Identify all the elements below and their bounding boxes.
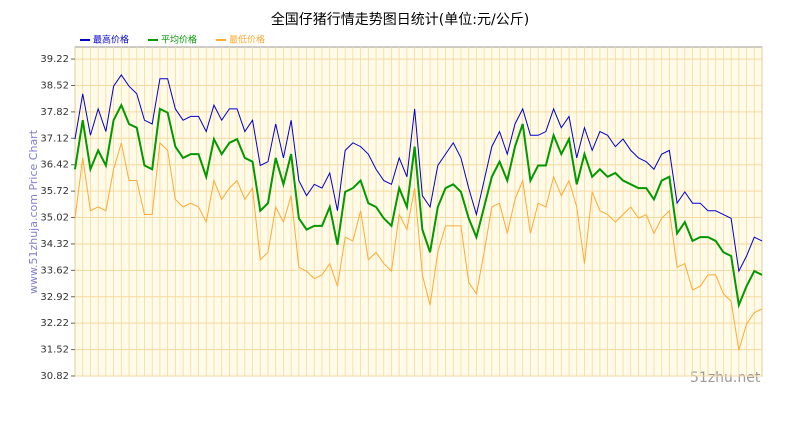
chart-title: 全国仔猪行情走势图日统计(单位:元/公斤): [271, 11, 529, 28]
y-tick-label: 37.82: [40, 107, 69, 118]
legend-label: 最低价格: [229, 34, 265, 46]
legend-label: 最高价格: [93, 34, 129, 46]
y-tick-label: 35.72: [40, 186, 69, 197]
legend-label: 平均价格: [161, 34, 197, 46]
y-tick-label: 34.32: [40, 239, 69, 250]
y-tick-label: 32.92: [40, 292, 69, 303]
y-tick-label: 38.52: [40, 80, 69, 91]
series-line: [74, 74, 763, 273]
y-tick-label: 37.12: [40, 133, 69, 144]
y-tick-label: 36.42: [40, 160, 69, 171]
y-tick-label: 31.52: [40, 345, 69, 356]
series-line: [74, 102, 763, 309]
y-tick-label: 35.02: [40, 213, 69, 224]
y-tick-label: 33.62: [40, 265, 69, 276]
plot-area: [74, 46, 763, 377]
y-tick-label: 30.82: [40, 371, 69, 382]
y-tick-label: 32.22: [40, 318, 69, 329]
series-line: [74, 141, 763, 351]
y-tick-label: 39.22: [40, 54, 69, 65]
y-axis-label: www.51zhuja.com Price Chart: [27, 129, 40, 294]
